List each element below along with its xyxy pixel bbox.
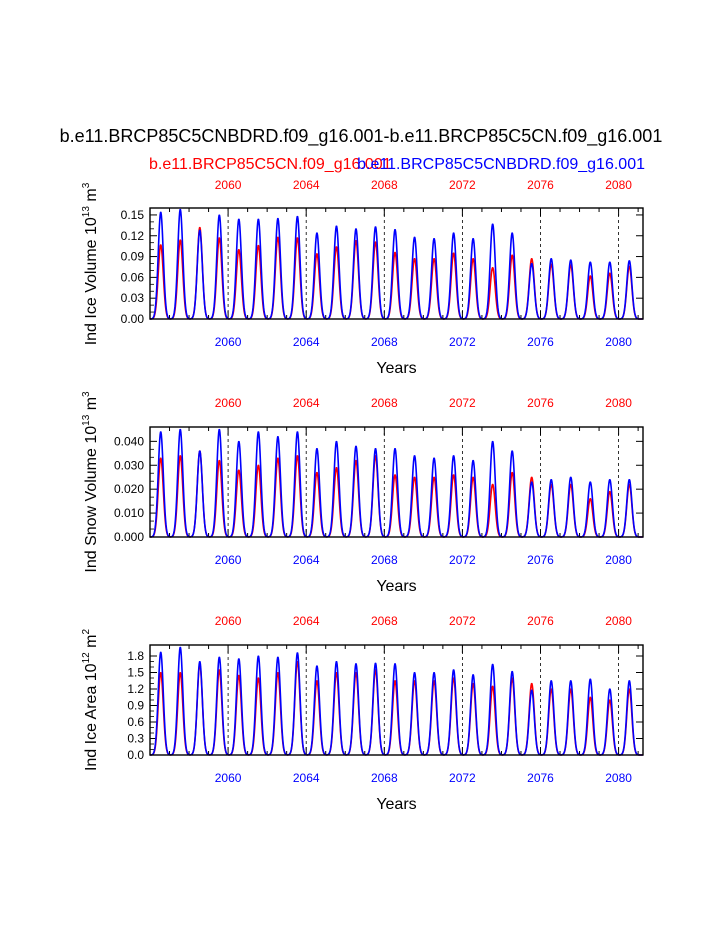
- y-axis-label-unit-exponent: 2: [81, 629, 92, 635]
- x-tick-label-top: 2064: [293, 178, 320, 192]
- x-tick-label-bottom: 2060: [215, 553, 242, 567]
- x-tick-label-top: 2080: [605, 614, 632, 628]
- y-tick-label: 0.030: [114, 458, 144, 472]
- x-tick-label-bottom: 2064: [293, 771, 320, 785]
- y-tick-label: 0.00: [121, 312, 145, 326]
- y-tick-label: 0.3: [127, 732, 144, 746]
- y-tick-label: 0.03: [121, 291, 145, 305]
- y-tick-label: 0.9: [127, 699, 144, 713]
- x-axis-label: Years: [376, 578, 416, 595]
- legend-red-label: b.e11.BRCP85C5CN.f09_g16.001: [149, 156, 392, 173]
- y-axis-label-base: Ind Ice Volume 10: [83, 217, 100, 345]
- y-axis-label-unit: m: [83, 188, 100, 206]
- y-axis-label: Ind Snow Volume 1013 m3: [81, 391, 100, 573]
- y-axis-label-unit-exponent: 3: [81, 182, 92, 188]
- plot-frame: [149, 644, 644, 756]
- x-tick-label-bottom: 2080: [605, 553, 632, 567]
- x-tick-label-bottom: 2072: [449, 553, 476, 567]
- x-tick-label-top: 2068: [371, 396, 398, 410]
- x-tick-label-bottom: 2080: [605, 771, 632, 785]
- y-tick-label: 0.15: [121, 208, 145, 222]
- y-axis-label-unit-exponent: 3: [81, 391, 92, 397]
- x-tick-label-bottom: 2076: [527, 771, 554, 785]
- x-tick-label-bottom: 2068: [371, 771, 398, 785]
- x-tick-label-top: 2064: [293, 396, 320, 410]
- x-tick-label-top: 2076: [527, 178, 554, 192]
- x-tick-label-top: 2068: [371, 614, 398, 628]
- y-tick-label: 1.2: [127, 682, 144, 696]
- y-axis-label-base: Ind Ice Area 10: [83, 663, 100, 771]
- x-tick-label-bottom: 2076: [527, 335, 554, 349]
- x-tick-label-top: 2080: [605, 396, 632, 410]
- x-axis-label: Years: [376, 796, 416, 813]
- panel-ice-area: 0.0 0.3 0.6 0.9 1.2 1.5 1.8 2060 2060 2064 2064 206…: [81, 614, 644, 813]
- x-tick-label-top: 2060: [215, 178, 242, 192]
- y-tick-label: 0.010: [114, 506, 144, 520]
- x-tick-label-bottom: 2076: [527, 553, 554, 567]
- y-tick-label: 0.020: [114, 482, 144, 496]
- x-tick-label-bottom: 2068: [371, 335, 398, 349]
- x-tick-label-bottom: 2060: [215, 335, 242, 349]
- x-tick-label-top: 2076: [527, 614, 554, 628]
- y-tick-label: 0.06: [121, 270, 145, 284]
- figure-title: b.e11.BRCP85C5CNBDRD.f09_g16.001-b.e11.B…: [60, 126, 663, 147]
- y-tick-label: 1.5: [127, 666, 144, 680]
- y-tick-label: 0.09: [121, 250, 145, 264]
- y-axis-label: Ind Ice Area 1012 m2: [81, 629, 100, 772]
- x-tick-label-bottom: 2064: [293, 553, 320, 567]
- y-axis-label-exponent: 12: [81, 652, 92, 664]
- x-axis-label: Years: [376, 360, 416, 377]
- panel-ice-volume: 0.00 0.03 0.06 0.09 0.12 0.15 2060 2060 2064 2064…: [81, 178, 644, 377]
- x-tick-label-bottom: 2060: [215, 771, 242, 785]
- y-tick-label: 0.040: [114, 434, 144, 448]
- y-tick-label: 0.000: [114, 530, 144, 544]
- plot-frame: [149, 426, 644, 538]
- x-tick-label-bottom: 2064: [293, 335, 320, 349]
- x-tick-label-bottom: 2080: [605, 335, 632, 349]
- y-axis-label-unit: m: [83, 635, 100, 653]
- y-axis-label-base: Ind Snow Volume 10: [83, 426, 100, 573]
- y-axis-label-unit: m: [83, 397, 100, 415]
- plot-frame: [149, 207, 644, 320]
- y-axis-label-exponent: 13: [81, 206, 92, 218]
- y-tick-label: 1.8: [127, 649, 144, 663]
- x-tick-label-top: 2064: [293, 614, 320, 628]
- y-tick-label: 0.12: [121, 229, 145, 243]
- x-tick-label-bottom: 2068: [371, 553, 398, 567]
- x-tick-label-top: 2072: [449, 178, 476, 192]
- y-tick-label: 0.6: [127, 715, 144, 729]
- x-tick-label-bottom: 2072: [449, 335, 476, 349]
- legend-blue-label: b.e11.BRCP85C5CNBDRD.f09_g16.001: [357, 156, 645, 173]
- x-tick-label-top: 2072: [449, 614, 476, 628]
- y-axis-label: Ind Ice Volume 1013 m3: [81, 182, 100, 345]
- x-tick-label-top: 2060: [215, 614, 242, 628]
- x-tick-label-top: 2072: [449, 396, 476, 410]
- y-axis-label-exponent: 13: [81, 414, 92, 426]
- x-tick-label-top: 2076: [527, 396, 554, 410]
- x-tick-label-top: 2080: [605, 178, 632, 192]
- x-tick-label-top: 2060: [215, 396, 242, 410]
- x-tick-label-bottom: 2072: [449, 771, 476, 785]
- y-tick-label: 0.0: [127, 748, 144, 762]
- x-tick-label-top: 2068: [371, 178, 398, 192]
- panel-snow-volume: 0.000 0.010 0.020 0.030 0.040 2060 2060 2064 206…: [81, 391, 644, 595]
